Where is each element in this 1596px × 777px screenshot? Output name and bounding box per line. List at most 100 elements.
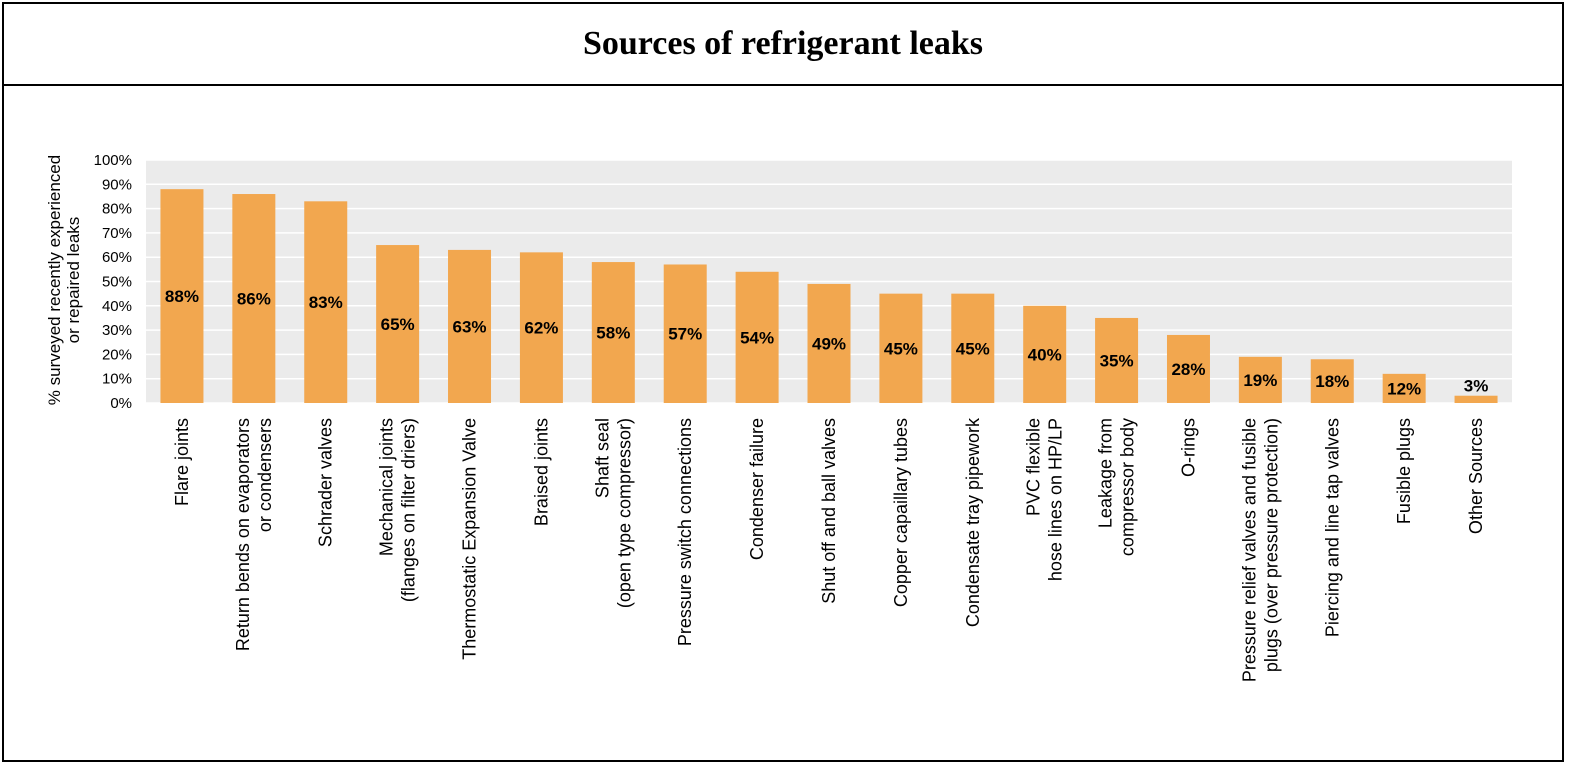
- y-tick-label: 0%: [110, 395, 132, 412]
- data-label: 18%: [1315, 372, 1349, 391]
- chart-frame: Sources of refrigerant leaks: [2, 2, 1564, 762]
- data-label: 12%: [1387, 379, 1421, 398]
- category-label: Schrader valves: [316, 418, 336, 547]
- category-label-line: Shaft seal: [592, 418, 612, 498]
- data-label: 62%: [524, 319, 558, 338]
- y-tick-label: 10%: [102, 371, 132, 388]
- bar: [807, 283, 851, 403]
- y-tick-label: 20%: [102, 346, 132, 363]
- y-tick-label: 100%: [94, 152, 132, 169]
- y-tick-label: 50%: [102, 274, 132, 291]
- data-label: 58%: [596, 324, 630, 343]
- category-label: Mechanical joints (flanges on filter drie…: [377, 418, 419, 602]
- bar: [591, 262, 635, 403]
- bars: [160, 189, 1498, 403]
- category-label-line: or condensers: [255, 418, 275, 532]
- category-label: Condenser failure: [747, 418, 767, 560]
- category-label-line: Mechanical joints: [377, 418, 397, 556]
- category-label: O-rings: [1178, 418, 1198, 477]
- data-label: 88%: [165, 287, 199, 306]
- category-label: Flare joints: [172, 418, 192, 506]
- category-label: Copper capaillary tubes: [891, 418, 911, 607]
- y-axis-title: % surveyed recently experienced or repair…: [45, 155, 83, 405]
- category-label-line: Copper capaillary tubes: [891, 418, 911, 607]
- category-label: Pressure relief valves and fusible plugs …: [1239, 418, 1281, 682]
- bar: [1238, 356, 1282, 403]
- category-label-line: Other Sources: [1466, 418, 1486, 534]
- category-label-line: Braised joints: [531, 418, 551, 526]
- data-label: 35%: [1100, 351, 1134, 370]
- category-label-line: Condenser failure: [747, 418, 767, 560]
- y-axis-title-line: or repaired leaks: [64, 217, 83, 344]
- data-label: 28%: [1171, 360, 1205, 379]
- category-label: Thermostatic Expansion Valve: [460, 418, 480, 660]
- category-label-line: Piercing and line tap valves: [1322, 418, 1342, 637]
- data-label: 83%: [309, 293, 343, 312]
- category-label: Pressure switch connections: [675, 418, 695, 646]
- bar: [879, 293, 923, 403]
- data-label: 40%: [1028, 345, 1062, 364]
- category-label-line: Pressure relief valves and fusible: [1239, 418, 1259, 682]
- data-label: 63%: [453, 317, 487, 336]
- data-label: 54%: [740, 328, 774, 347]
- category-label-line: Schrader valves: [316, 418, 336, 547]
- category-label: Other Sources: [1466, 418, 1486, 534]
- data-label: 86%: [237, 290, 271, 309]
- category-label: Shaft seal (open type compressor): [592, 418, 634, 608]
- category-label-line: Return bends on evaporators: [233, 418, 253, 651]
- data-label: 45%: [956, 339, 990, 358]
- bar: [1023, 305, 1067, 403]
- category-label: Return bends on evaporators or condensers: [233, 418, 275, 651]
- data-label: 45%: [884, 339, 918, 358]
- category-label-line: Shut off and ball valves: [819, 418, 839, 604]
- category-label-line: O-rings: [1178, 418, 1198, 477]
- category-label: PVC flexible hose lines on HP/LP: [1024, 418, 1066, 581]
- bar: [160, 189, 204, 403]
- bar: [448, 249, 492, 403]
- y-axis-title-line: % surveyed recently experienced: [45, 155, 64, 405]
- y-tick-label: 30%: [102, 322, 132, 339]
- bar: [951, 293, 995, 403]
- y-tick-label: 70%: [102, 225, 132, 242]
- category-label-line: Flare joints: [172, 418, 192, 506]
- bar: [1454, 395, 1498, 403]
- bar: [735, 271, 779, 403]
- data-labels: 88% 86% 83% 65% 63% 62% 58% 57% 54% 49% 45% 45% 40% 3…: [165, 287, 1488, 398]
- data-label: 19%: [1243, 371, 1277, 390]
- data-label: 57%: [668, 325, 702, 344]
- category-label-line: Condensate tray pipework: [963, 417, 983, 627]
- y-tick-label: 80%: [102, 201, 132, 218]
- title-box: Sources of refrigerant leaks: [4, 4, 1562, 86]
- category-label-line: Fusible plugs: [1394, 418, 1414, 524]
- category-label-line: Thermostatic Expansion Valve: [460, 418, 480, 660]
- category-label: Shut off and ball valves: [819, 418, 839, 604]
- bar: [519, 252, 563, 403]
- bar: [1382, 373, 1426, 403]
- category-label: Piercing and line tap valves: [1322, 418, 1342, 637]
- data-label: 3%: [1464, 377, 1489, 396]
- category-label: Braised joints: [531, 418, 551, 526]
- bar: [232, 194, 276, 403]
- category-labels: Flare joints Return bends on evaporators o…: [172, 417, 1486, 682]
- category-label-line: (open type compressor): [614, 418, 634, 608]
- y-axis-ticks: 0% 10% 20% 30% 40% 50% 60% 70% 80% 90% 100%: [94, 152, 132, 412]
- category-label-line: (flanges on filter driers): [399, 418, 419, 602]
- chart-title: Sources of refrigerant leaks: [582, 25, 984, 62]
- category-label-line: plugs (over pressure protection): [1261, 418, 1281, 672]
- category-label-line: compressor body: [1118, 418, 1138, 556]
- bar: [663, 264, 707, 403]
- category-label: Leakage from compressor body: [1096, 418, 1138, 556]
- data-label: 49%: [812, 334, 846, 353]
- bar: [376, 245, 420, 403]
- data-label: 65%: [381, 315, 415, 334]
- category-label-line: Pressure switch connections: [675, 418, 695, 646]
- bar: [1166, 334, 1210, 403]
- category-label-line: hose lines on HP/LP: [1046, 418, 1066, 581]
- y-axis-title-group: % surveyed recently experienced or repair…: [45, 155, 83, 405]
- bar: [304, 201, 348, 403]
- category-label-line: PVC flexible: [1024, 418, 1044, 516]
- bar: [1095, 317, 1139, 403]
- category-label-line: Leakage from: [1096, 418, 1116, 528]
- category-label: Fusible plugs: [1394, 418, 1414, 524]
